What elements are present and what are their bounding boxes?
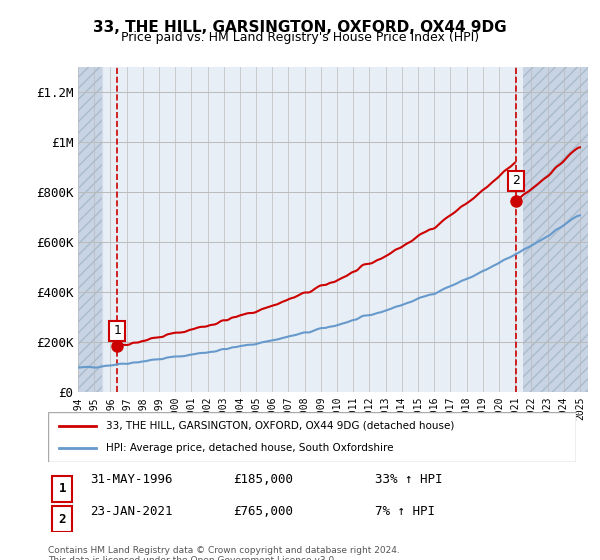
Text: £185,000: £185,000 [233,473,293,486]
Text: £765,000: £765,000 [233,505,293,519]
FancyBboxPatch shape [48,412,576,462]
Text: 33, THE HILL, GARSINGTON, OXFORD, OX44 9DG: 33, THE HILL, GARSINGTON, OXFORD, OX44 9… [93,20,507,35]
Text: 7% ↑ HPI: 7% ↑ HPI [376,505,436,519]
Text: HPI: Average price, detached house, South Oxfordshire: HPI: Average price, detached house, Sout… [106,443,394,453]
Text: 1: 1 [59,483,66,496]
Text: 2: 2 [59,513,66,526]
Text: 23-JAN-2021: 23-JAN-2021 [90,505,173,519]
Text: 2: 2 [512,174,520,188]
Text: 33, THE HILL, GARSINGTON, OXFORD, OX44 9DG (detached house): 33, THE HILL, GARSINGTON, OXFORD, OX44 9… [106,421,454,431]
Text: Contains HM Land Registry data © Crown copyright and database right 2024.
This d: Contains HM Land Registry data © Crown c… [48,546,400,560]
FancyBboxPatch shape [52,506,72,532]
Text: 31-MAY-1996: 31-MAY-1996 [90,473,173,486]
Text: 33% ↑ HPI: 33% ↑ HPI [376,473,443,486]
FancyBboxPatch shape [52,476,72,502]
Text: 1: 1 [113,324,121,337]
Bar [78,67,102,392]
Text: Price paid vs. HM Land Registry's House Price Index (HPI): Price paid vs. HM Land Registry's House … [121,31,479,44]
Bar [78,67,102,392]
Bar [523,67,588,392]
